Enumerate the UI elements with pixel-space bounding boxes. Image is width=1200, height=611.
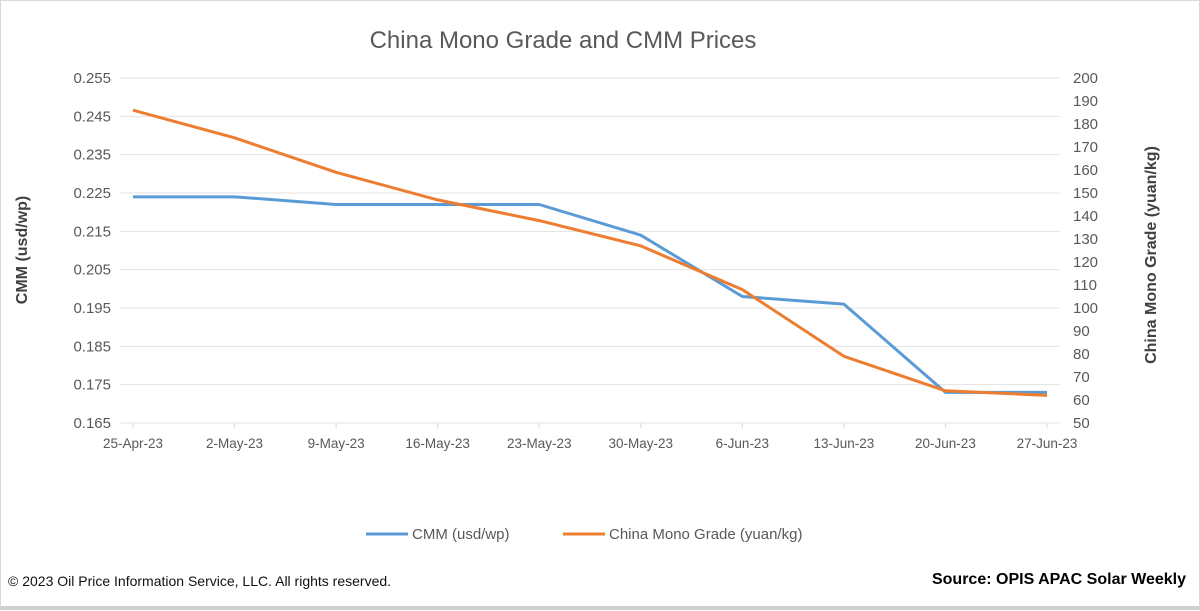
x-tick-label: 25-Apr-23 (103, 436, 163, 451)
y-tick-label: 0.195 (73, 300, 111, 317)
right-axis-title: China Mono Grade (yuan/kg) (1143, 146, 1160, 364)
right-axis-ticks: 200 190 180 170 160 150 140 130 120 110 100 90 80 70 6… (1073, 70, 1098, 432)
y2-tick-label: 200 (1073, 70, 1098, 87)
series-lines (132, 108, 1048, 397)
x-tick-label: 2-May-23 (206, 436, 263, 451)
y-tick-label: 0.245 (73, 108, 111, 125)
left-axis-title: CMM (usd/wp) (14, 196, 31, 304)
y2-tick-label: 170 (1073, 139, 1098, 156)
y2-tick-label: 90 (1073, 323, 1090, 340)
legend-label-mono: China Mono Grade (yuan/kg) (609, 526, 802, 543)
legend-label-cmm: CMM (usd/wp) (412, 526, 510, 543)
y2-tick-label: 110 (1073, 277, 1097, 294)
x-tick-label: 16-May-23 (405, 436, 470, 451)
y2-tick-label: 130 (1073, 231, 1098, 248)
y2-tick-label: 60 (1073, 392, 1090, 409)
y-tick-label: 0.165 (73, 415, 111, 432)
y-tick-label: 0.215 (73, 223, 111, 240)
x-tick-label: 27-Jun-23 (1017, 436, 1078, 451)
copyright-text: © 2023 Oil Price Information Service, LL… (8, 573, 391, 589)
y-tick-label: 0.255 (73, 70, 111, 87)
y-tick-label: 0.235 (73, 147, 111, 164)
y2-tick-label: 80 (1073, 346, 1090, 363)
y2-tick-label: 100 (1073, 300, 1098, 317)
mono-grade-line (132, 108, 1048, 397)
y2-tick-label: 160 (1073, 162, 1098, 179)
y2-tick-label: 150 (1073, 185, 1098, 202)
x-tick-label: 20-Jun-23 (915, 436, 976, 451)
y2-tick-label: 120 (1073, 254, 1098, 271)
y2-tick-label: 180 (1073, 116, 1098, 133)
x-tick-label: 6-Jun-23 (716, 436, 769, 451)
y2-tick-label: 190 (1073, 93, 1098, 110)
x-tick-label: 13-Jun-23 (813, 436, 874, 451)
y2-tick-label: 50 (1073, 415, 1090, 432)
chart-title: China Mono Grade and CMM Prices (370, 27, 757, 54)
legend: CMM (usd/wp) China Mono Grade (yuan/kg) (366, 526, 802, 543)
y-tick-label: 0.225 (73, 185, 111, 202)
y2-tick-label: 70 (1073, 369, 1090, 386)
x-tick-label: 9-May-23 (308, 436, 365, 451)
gridlines (120, 77, 1060, 424)
left-axis-ticks: 0.255 0.245 0.235 0.225 0.215 0.205 0.195 0.185… (73, 70, 111, 432)
source-text: Source: OPIS APAC Solar Weekly (932, 571, 1186, 588)
x-axis-ticks: 25-Apr-23 2-May-23 9-May-23 16-May-23 23-May… (103, 423, 1077, 451)
y-tick-label: 0.205 (73, 262, 111, 279)
y-tick-label: 0.185 (73, 338, 111, 355)
y-tick-label: 0.175 (73, 377, 111, 394)
y2-tick-label: 140 (1073, 208, 1098, 225)
x-tick-label: 30-May-23 (609, 436, 674, 451)
cmm-line (133, 195, 1047, 394)
x-tick-label: 23-May-23 (507, 436, 572, 451)
